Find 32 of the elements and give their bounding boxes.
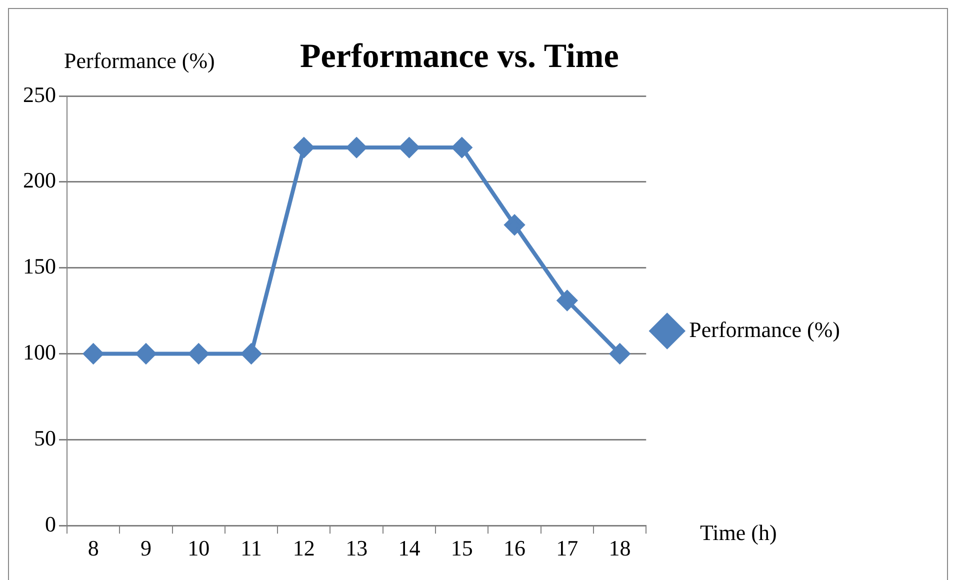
x-tick-label: 15 [450, 536, 473, 561]
x-tick-label: 11 [240, 536, 262, 561]
x-tick-label: 9 [140, 536, 152, 561]
point [136, 344, 156, 364]
chart-title: Performance vs. Time [300, 38, 619, 76]
x-tick-label: 10 [188, 536, 210, 561]
point [452, 138, 472, 158]
point [399, 138, 420, 158]
y-tick-label: 0 [45, 511, 56, 536]
x-tick-label: 13 [346, 536, 368, 561]
point [346, 138, 367, 158]
x-tick-label: 17 [556, 536, 578, 561]
x-axis-title: Time (h) [700, 520, 777, 546]
x-tick-label: 8 [88, 536, 99, 561]
point [294, 138, 314, 158]
legend-label: Performance (%) [689, 316, 840, 342]
y-tick-label: 50 [34, 425, 56, 450]
x-tick-label: 16 [504, 536, 526, 561]
point [557, 290, 578, 310]
y-tick-label: 250 [23, 82, 56, 107]
point [504, 214, 525, 235]
point [188, 344, 209, 364]
point [610, 344, 630, 364]
x-tick-label: 14 [398, 536, 420, 561]
x-tick-label: 18 [608, 536, 631, 561]
point [241, 344, 262, 364]
y-tick-label: 200 [23, 168, 56, 193]
point [83, 344, 104, 364]
y-tick-label: 100 [23, 340, 56, 365]
x-tick-label: 12 [292, 536, 315, 561]
y-tick-label: 150 [23, 254, 56, 279]
y-axis-title: Performance (%) [64, 48, 215, 74]
